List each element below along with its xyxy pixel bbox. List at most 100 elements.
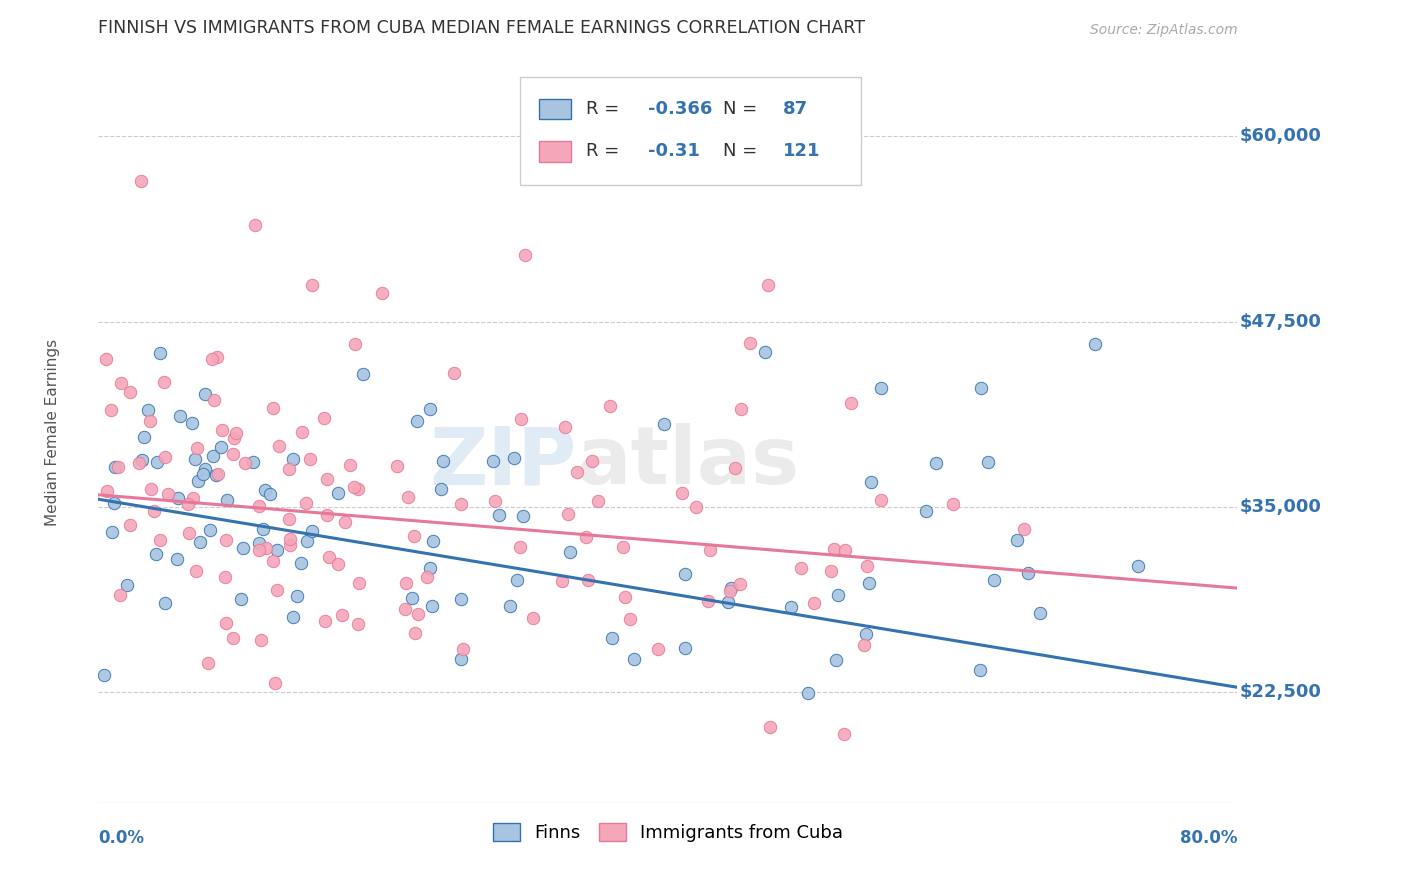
Point [110, 376, 132, 390]
Point [96, 483, 118, 498]
Point [450, 591, 472, 606]
Point [128, 456, 150, 470]
Point [247, 536, 270, 550]
Point [184, 564, 207, 578]
Text: -0.366: -0.366 [648, 100, 713, 118]
Text: $47,500: $47,500 [1240, 312, 1322, 331]
Point [316, 472, 339, 486]
Point [724, 461, 747, 475]
Point [915, 504, 938, 518]
Point [827, 588, 849, 602]
Point [347, 616, 370, 631]
Point [266, 543, 288, 558]
Point [266, 583, 288, 598]
Point [825, 653, 848, 667]
Point [181, 416, 204, 430]
Point [253, 483, 276, 497]
Point [450, 652, 472, 666]
Text: 121: 121 [783, 143, 820, 161]
Point [402, 529, 425, 543]
Point [696, 593, 718, 607]
Point [718, 584, 741, 599]
Point [623, 652, 645, 666]
FancyBboxPatch shape [538, 141, 571, 161]
Point [262, 553, 284, 567]
Point [730, 401, 752, 416]
Point [233, 456, 256, 470]
Point [416, 570, 439, 584]
Point [295, 496, 318, 510]
Point [352, 367, 374, 381]
Point [278, 512, 301, 526]
Point [136, 402, 159, 417]
Point [432, 453, 454, 467]
Point [204, 468, 226, 483]
Point [983, 573, 1005, 587]
Point [207, 350, 229, 364]
Point [328, 557, 350, 571]
Point [685, 500, 707, 514]
FancyBboxPatch shape [538, 99, 571, 120]
Point [301, 277, 323, 292]
Point [401, 591, 423, 605]
Point [515, 248, 537, 262]
Point [509, 540, 531, 554]
Point [316, 508, 339, 522]
Point [318, 550, 340, 565]
Point [565, 465, 588, 479]
Text: R =: R = [586, 143, 624, 161]
Point [599, 400, 621, 414]
Point [503, 450, 526, 465]
Point [506, 573, 529, 587]
Point [330, 608, 353, 623]
Point [103, 496, 125, 510]
Point [252, 522, 274, 536]
Point [969, 664, 991, 678]
Point [243, 219, 266, 233]
Point [406, 414, 429, 428]
Point [167, 491, 190, 505]
Point [1126, 558, 1149, 573]
Point [177, 497, 200, 511]
Point [394, 602, 416, 616]
Point [108, 588, 131, 602]
Point [281, 609, 304, 624]
Point [870, 492, 893, 507]
Point [730, 577, 752, 591]
Point [550, 574, 572, 589]
Point [193, 467, 215, 481]
Point [870, 381, 893, 395]
Text: Median Female Earnings: Median Female Earnings [45, 339, 60, 526]
Text: $60,000: $60,000 [1240, 128, 1322, 145]
Point [406, 607, 429, 622]
Point [820, 564, 842, 578]
Text: N =: N = [723, 100, 762, 118]
Point [149, 346, 172, 360]
Text: N =: N = [723, 143, 762, 161]
Point [976, 455, 998, 469]
Point [146, 455, 169, 469]
Point [169, 409, 191, 424]
Point [823, 542, 845, 557]
Point [385, 459, 408, 474]
Point [264, 676, 287, 690]
Text: 87: 87 [783, 100, 808, 118]
Point [93, 667, 115, 681]
Point [652, 417, 675, 432]
Point [557, 507, 579, 521]
Point [451, 641, 474, 656]
Point [600, 631, 623, 645]
Point [202, 449, 225, 463]
Point [129, 174, 152, 188]
Text: $22,500: $22,500 [1240, 682, 1322, 701]
Point [207, 467, 229, 481]
Point [759, 720, 782, 734]
Point [720, 581, 742, 595]
Point [488, 508, 510, 522]
Point [855, 558, 877, 573]
Point [183, 491, 205, 506]
Text: 80.0%: 80.0% [1180, 830, 1237, 847]
Point [314, 614, 336, 628]
Point [250, 633, 273, 648]
Point [194, 387, 217, 401]
